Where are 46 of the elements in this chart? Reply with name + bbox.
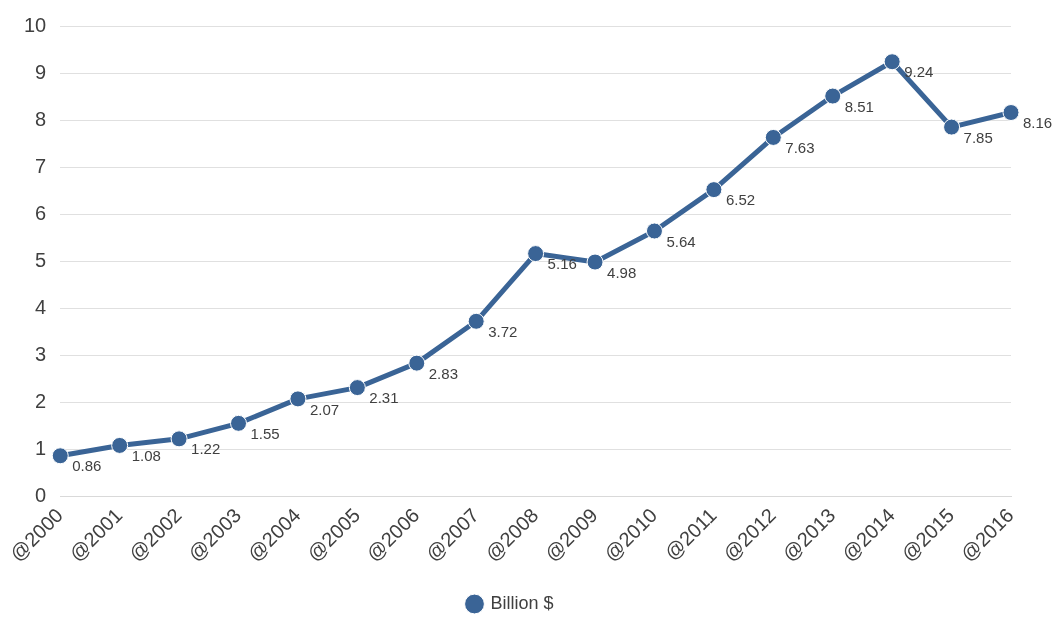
y-tick-label: 3: [35, 342, 47, 365]
point: [408, 354, 426, 372]
data-label: 1.55: [250, 424, 280, 442]
data-label: 8.51: [844, 97, 874, 115]
point: [289, 390, 307, 408]
data-label: 2.07: [309, 400, 340, 418]
data-label: 7.63: [785, 139, 815, 157]
point: [467, 312, 485, 330]
point: [230, 414, 248, 432]
y-tick-label: 6: [35, 201, 47, 224]
data-label: 2.83: [428, 364, 458, 382]
y-tick-label: 0: [35, 483, 47, 506]
point: [527, 245, 545, 263]
point: [586, 253, 604, 271]
y-tick-label: 10: [24, 13, 47, 36]
data-label: 3.72: [488, 322, 518, 340]
point: [943, 118, 961, 136]
data-label: 9.24: [904, 63, 934, 81]
y-tick-label: 2: [35, 389, 47, 412]
point: [705, 181, 723, 199]
y-tick-label: 8: [35, 107, 47, 130]
data-label: 5.16: [547, 255, 577, 273]
point: [348, 379, 366, 397]
point: [645, 222, 663, 240]
y-tick-label: 4: [35, 295, 47, 318]
point: [170, 430, 188, 448]
data-label: 5.64: [666, 232, 696, 250]
data-label: 2.31: [369, 389, 399, 407]
data-label: 0.86: [72, 457, 102, 475]
point: [51, 447, 69, 465]
point: [111, 436, 129, 454]
y-tick-label: 1: [35, 436, 47, 459]
data-label: 1.22: [191, 440, 221, 458]
y-tick-label: 9: [35, 60, 47, 83]
data-label: 6.52: [725, 191, 756, 209]
data-label: 1.08: [131, 447, 161, 465]
data-label: 4.98: [607, 263, 637, 281]
point: [1002, 104, 1020, 122]
point: [764, 128, 782, 146]
point: [883, 53, 901, 71]
point: [824, 87, 842, 105]
data-label: 8.16: [1023, 114, 1053, 132]
data-label: 7.85: [963, 128, 993, 146]
y-tick-label: 5: [35, 248, 47, 271]
legend-label: Billion $: [490, 592, 554, 613]
y-tick-label: 7: [35, 154, 47, 177]
